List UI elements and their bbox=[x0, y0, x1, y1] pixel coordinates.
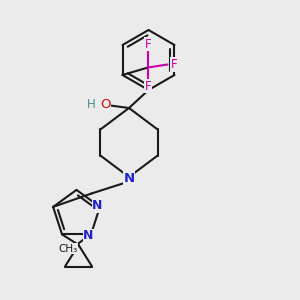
Text: N: N bbox=[123, 172, 135, 185]
Text: O: O bbox=[100, 98, 110, 111]
Text: N: N bbox=[83, 230, 94, 242]
Text: F: F bbox=[171, 58, 177, 71]
Text: F: F bbox=[145, 38, 151, 51]
Text: CH₃: CH₃ bbox=[58, 244, 77, 254]
Text: F: F bbox=[145, 80, 151, 93]
Text: H: H bbox=[87, 98, 96, 111]
Text: N: N bbox=[92, 199, 103, 212]
